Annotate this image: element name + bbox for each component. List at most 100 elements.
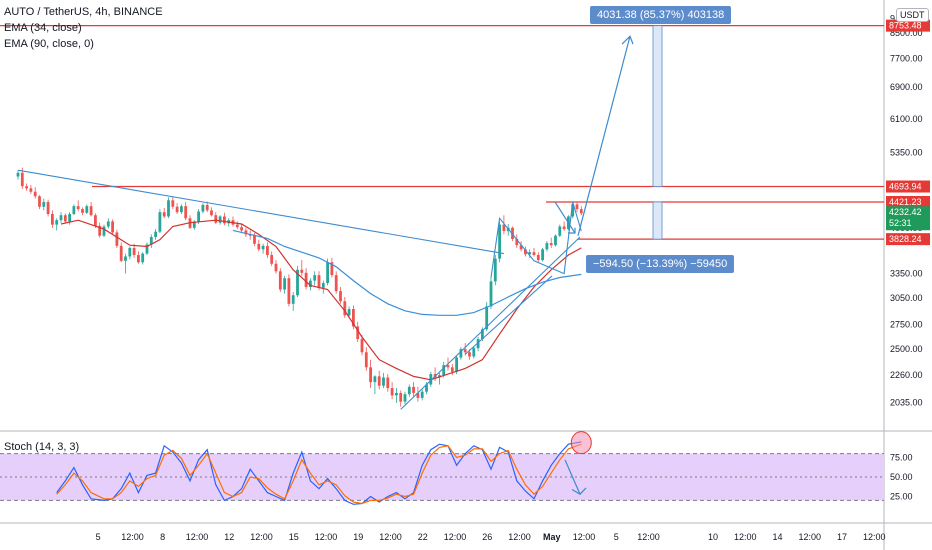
ema-34-label: EMA (34, close) bbox=[4, 22, 82, 34]
candle-body bbox=[240, 227, 243, 231]
chart-title: AUTO / TetherUS, 4h, BINANCE bbox=[4, 6, 163, 18]
candle-body bbox=[386, 377, 390, 389]
candle-body bbox=[158, 212, 162, 232]
price-tick-label: 6100.00 bbox=[890, 114, 923, 124]
candle-body bbox=[132, 247, 136, 256]
countdown-text: 52:31 bbox=[889, 218, 912, 228]
level-tag-4421-text: 4421.23 bbox=[889, 197, 922, 207]
candle-body bbox=[296, 269, 299, 296]
time-tick-label: 22 bbox=[418, 532, 428, 542]
candle-body bbox=[519, 245, 523, 250]
candle-body bbox=[416, 392, 420, 398]
candle-body bbox=[38, 196, 41, 207]
candle-body bbox=[309, 280, 312, 288]
price-tick-label: 5350.00 bbox=[890, 148, 923, 158]
price-tick-label: 8500.00 bbox=[890, 28, 923, 38]
candle-body bbox=[59, 215, 63, 221]
candle-body bbox=[382, 377, 385, 386]
level-tag-3828-text: 3828.24 bbox=[889, 234, 922, 244]
candle-body bbox=[502, 224, 506, 232]
level-tag-4693: 4693.94 bbox=[886, 180, 930, 193]
candle-body bbox=[283, 278, 286, 290]
candle-body bbox=[407, 386, 411, 395]
candle-body bbox=[76, 206, 80, 210]
candle-body bbox=[253, 235, 256, 244]
candle-body bbox=[25, 186, 28, 189]
candle-body bbox=[562, 226, 566, 230]
candle-body bbox=[455, 357, 458, 372]
time-tick-label: 10 bbox=[708, 532, 718, 542]
level-tag-3828-bg bbox=[886, 233, 930, 246]
candle-body bbox=[446, 365, 450, 368]
time-tick-label: 12:00 bbox=[121, 532, 144, 542]
candle-body bbox=[278, 271, 282, 290]
candle-body bbox=[373, 376, 377, 383]
candle-body bbox=[42, 202, 46, 207]
candle-body bbox=[29, 188, 33, 192]
candle-body bbox=[162, 212, 166, 217]
candle-body bbox=[330, 262, 334, 276]
candle-body bbox=[321, 283, 325, 288]
candle-body bbox=[55, 220, 59, 225]
candle-body bbox=[532, 252, 536, 256]
time-tick-label: 19 bbox=[353, 532, 363, 542]
candle-body bbox=[528, 252, 532, 255]
time-tick-label: 17 bbox=[837, 532, 847, 542]
candle-body bbox=[515, 239, 519, 246]
candle-body bbox=[442, 365, 446, 376]
candle-body bbox=[197, 211, 200, 222]
candle-body bbox=[364, 352, 368, 368]
candle-body bbox=[412, 386, 415, 393]
candle-body bbox=[575, 204, 579, 210]
time-tick-label: 12:00 bbox=[186, 532, 209, 542]
candle-body bbox=[89, 206, 93, 216]
time-tick-label: 12:00 bbox=[315, 532, 338, 542]
candle-body bbox=[558, 226, 562, 236]
level-tag-8753: 8753.48 bbox=[886, 19, 930, 32]
level-tag-8753-bg bbox=[886, 19, 930, 32]
candle-body bbox=[536, 255, 540, 261]
time-tick-label: 5 bbox=[614, 532, 619, 542]
pullback-arrow bbox=[554, 201, 576, 234]
ema-90-label: EMA (90, close, 0) bbox=[4, 38, 94, 50]
pullback-arrowhead bbox=[568, 227, 576, 234]
ema-34-line bbox=[60, 219, 582, 381]
candle-body bbox=[137, 255, 140, 263]
ascending-trendline bbox=[400, 236, 581, 410]
candle-body bbox=[369, 367, 372, 383]
candle-body bbox=[476, 339, 480, 349]
candle-body bbox=[115, 232, 119, 246]
currency-badge[interactable]: USDT bbox=[896, 8, 929, 22]
candle-body bbox=[33, 191, 37, 197]
candle-body bbox=[63, 215, 67, 222]
candle-body bbox=[205, 204, 209, 211]
time-tick-label: 12:00 bbox=[573, 532, 596, 542]
time-tick-label: 12:00 bbox=[444, 532, 467, 542]
lower-measure-label: −594.50 (−13.39%) −59450 bbox=[586, 255, 735, 273]
level-tag-8753-text: 8753.48 bbox=[889, 21, 922, 31]
candle-body bbox=[214, 215, 218, 223]
target-arrow bbox=[577, 36, 631, 236]
candle-body bbox=[192, 221, 196, 228]
price-tick-label: 2035.00 bbox=[890, 397, 923, 407]
candle-body bbox=[106, 221, 110, 227]
candle-body bbox=[352, 309, 355, 327]
candle-body bbox=[119, 245, 123, 261]
candle-body bbox=[16, 172, 20, 177]
candle-body bbox=[450, 367, 454, 372]
candle-body bbox=[210, 210, 213, 216]
candle-body bbox=[98, 225, 102, 236]
candle-body bbox=[554, 235, 557, 246]
target-arrowhead bbox=[621, 35, 634, 45]
candle-body bbox=[326, 262, 329, 284]
stoch-down-arrow bbox=[564, 459, 581, 495]
time-tick-label: 12 bbox=[224, 532, 234, 542]
level-tag-4693-bg bbox=[886, 180, 930, 193]
time-tick-label: 12:00 bbox=[734, 532, 757, 542]
candle-body bbox=[403, 394, 407, 402]
candle-body bbox=[468, 352, 471, 357]
price-tick-label: 2750.00 bbox=[890, 320, 923, 330]
price-tick-label: 3350.00 bbox=[890, 269, 923, 279]
